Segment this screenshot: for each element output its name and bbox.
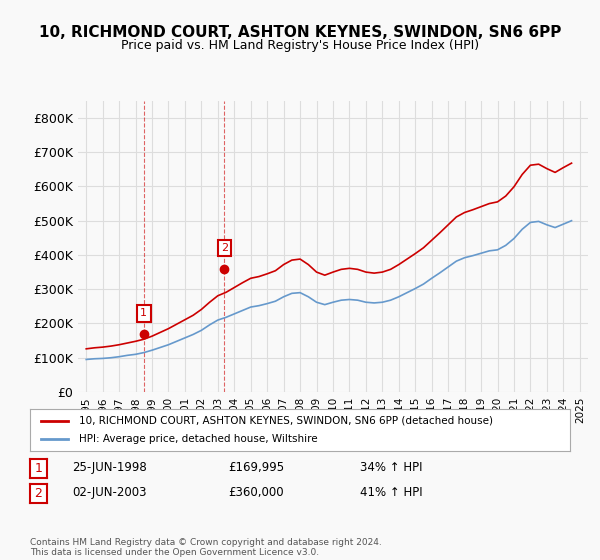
Text: 10, RICHMOND COURT, ASHTON KEYNES, SWINDON, SN6 6PP: 10, RICHMOND COURT, ASHTON KEYNES, SWIND… — [39, 25, 561, 40]
Text: Contains HM Land Registry data © Crown copyright and database right 2024.
This d: Contains HM Land Registry data © Crown c… — [30, 538, 382, 557]
Text: HPI: Average price, detached house, Wiltshire: HPI: Average price, detached house, Wilt… — [79, 434, 317, 444]
Text: 25-JUN-1998: 25-JUN-1998 — [72, 461, 147, 474]
Text: 2: 2 — [34, 487, 43, 500]
Text: 41% ↑ HPI: 41% ↑ HPI — [360, 486, 422, 500]
Text: 1: 1 — [140, 308, 148, 318]
Text: 02-JUN-2003: 02-JUN-2003 — [72, 486, 146, 500]
Text: 1: 1 — [34, 461, 43, 475]
Text: £169,995: £169,995 — [228, 461, 284, 474]
Text: £360,000: £360,000 — [228, 486, 284, 500]
Text: 34% ↑ HPI: 34% ↑ HPI — [360, 461, 422, 474]
Text: 2: 2 — [221, 243, 228, 253]
Text: 10, RICHMOND COURT, ASHTON KEYNES, SWINDON, SN6 6PP (detached house): 10, RICHMOND COURT, ASHTON KEYNES, SWIND… — [79, 416, 493, 426]
Text: Price paid vs. HM Land Registry's House Price Index (HPI): Price paid vs. HM Land Registry's House … — [121, 39, 479, 52]
